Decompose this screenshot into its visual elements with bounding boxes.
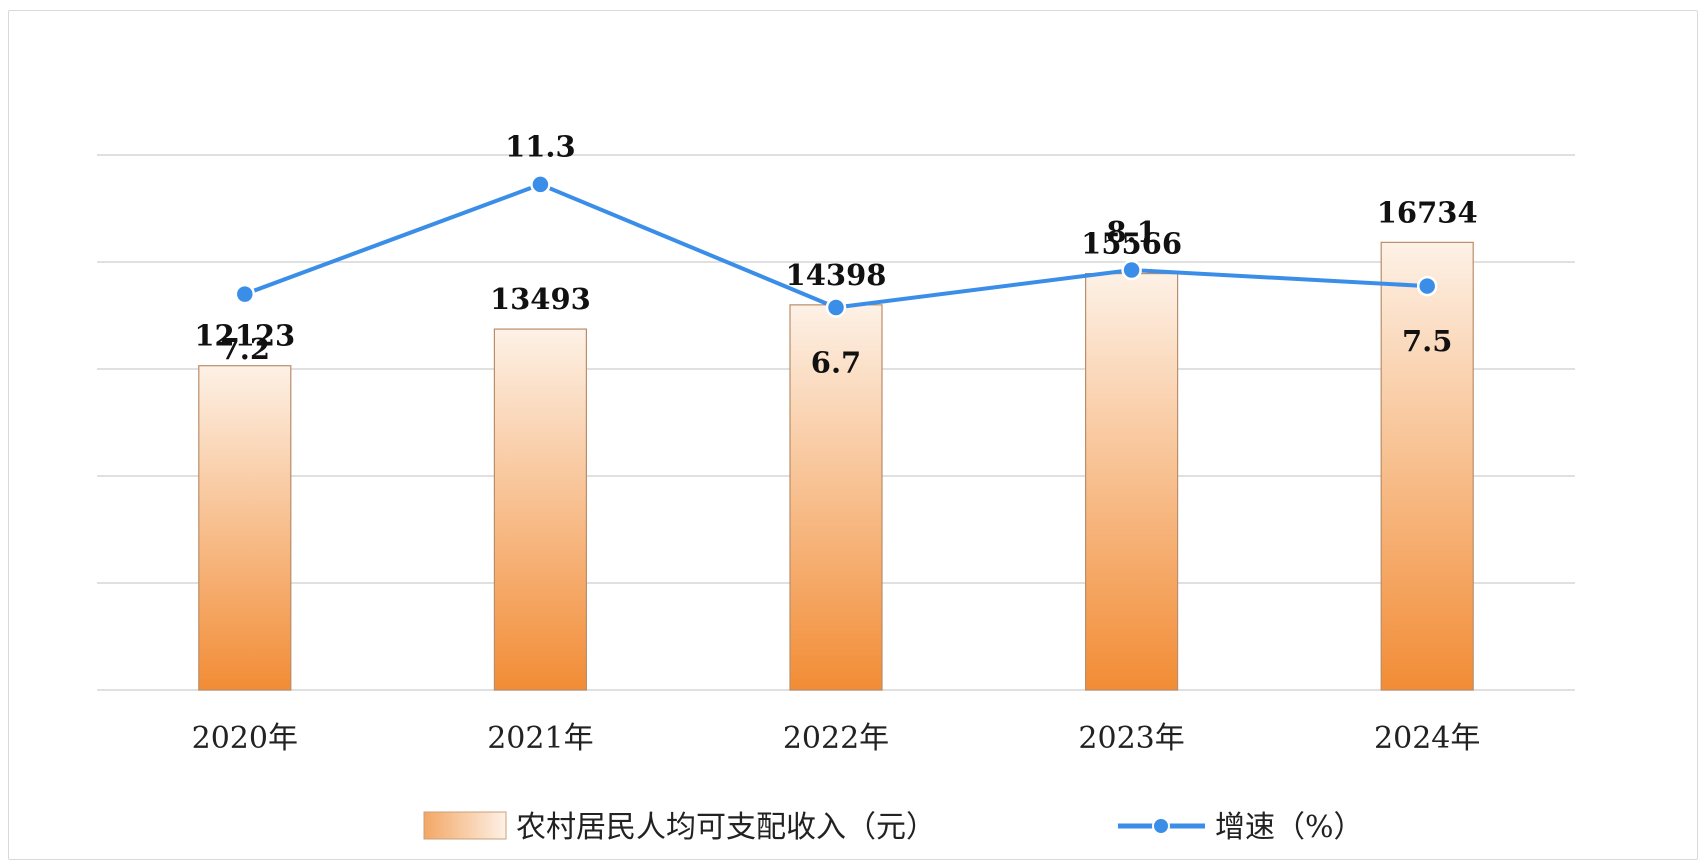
line-point <box>234 283 256 305</box>
line-point <box>1416 275 1438 297</box>
line-point <box>825 297 847 318</box>
bar-value-label: 14398 <box>786 258 887 292</box>
bar <box>198 365 292 691</box>
growth-value-label: 8.1 <box>1106 215 1156 249</box>
line-series <box>234 174 1438 318</box>
bar-value-label: 15566 <box>1081 227 1182 261</box>
legend-bar-swatch <box>423 811 507 840</box>
legend-line-label: 增速（%） <box>1215 810 1364 845</box>
x-tick-label: 2023年 <box>1078 721 1184 756</box>
bar-value-label: 13493 <box>490 282 591 316</box>
x-tick-label: 2022年 <box>783 721 889 756</box>
bar <box>1380 241 1474 691</box>
legend: 农村居民人均可支配收入（元） 增速（%） <box>423 810 1364 845</box>
bar <box>1084 273 1179 691</box>
growth-value-label: 11.3 <box>505 129 576 163</box>
bar-value-label: 16734 <box>1377 195 1478 229</box>
x-tick-label: 2021年 <box>487 721 593 756</box>
line-point <box>530 174 551 195</box>
bar <box>493 328 587 691</box>
legend-line-marker <box>1152 817 1170 835</box>
x-axis: 2020年 2021年 2022年 2023年 2024年 <box>192 721 1481 756</box>
line-point <box>1121 259 1142 281</box>
growth-value-label: 7.5 <box>1402 324 1452 358</box>
growth-value-label: 7.2 <box>220 332 270 366</box>
x-tick-label: 2020年 <box>192 721 298 756</box>
legend-bar-label: 农村居民人均可支配收入（元） <box>516 810 936 845</box>
x-tick-label: 2024年 <box>1374 721 1480 756</box>
data-labels: 12123 13493 14398 15566 16734 7.2 11.3 6.7 8.1 7.… <box>194 129 1477 379</box>
growth-value-label: 6.7 <box>811 345 861 379</box>
bar-value-label: 12123 <box>194 319 295 353</box>
